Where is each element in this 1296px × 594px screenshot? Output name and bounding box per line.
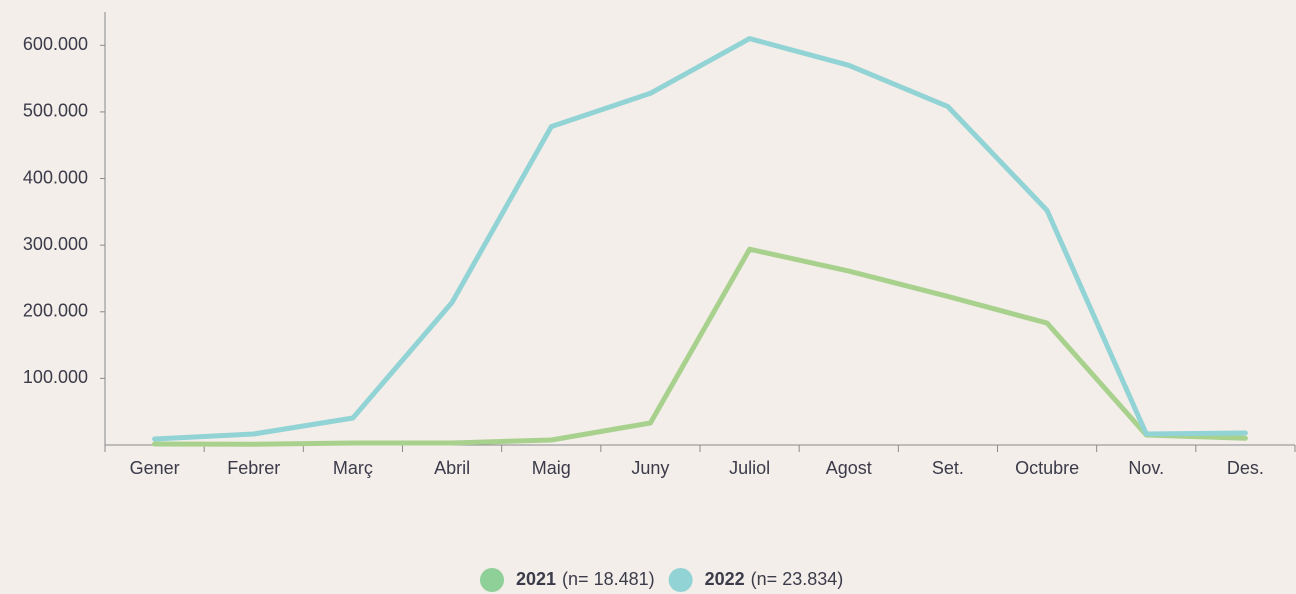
x-tick-label: Octubre — [1015, 458, 1079, 478]
legend-entry: 2021 (n= 18.481) — [516, 569, 655, 589]
x-tick-label: Juny — [631, 458, 669, 478]
x-tick-label: Set. — [932, 458, 964, 478]
x-tick-label: Març — [333, 458, 373, 478]
legend-name: 2021 — [516, 569, 556, 589]
x-tick-label: Des. — [1227, 458, 1264, 478]
x-tick-label: Agost — [826, 458, 872, 478]
legend-note: (n= 23.834) — [751, 569, 844, 589]
x-tick-label: Gener — [130, 458, 180, 478]
x-tick-label: Abril — [434, 458, 470, 478]
y-tick-label: 100.000 — [23, 367, 88, 387]
legend-note: (n= 18.481) — [562, 569, 655, 589]
y-tick-label: 600.000 — [23, 34, 88, 54]
legend-marker — [480, 568, 504, 592]
y-tick-label: 400.000 — [23, 167, 88, 187]
x-tick-label: Juliol — [729, 458, 770, 478]
series-line — [152, 246, 1248, 447]
y-tick-label: 200.000 — [23, 301, 88, 321]
y-tick-label: 500.000 — [23, 101, 88, 121]
x-tick-label: Febrer — [227, 458, 280, 478]
legend: 2021 (n= 18.481) 2022 (n= 23.834) — [480, 568, 843, 592]
legend-name: 2022 — [705, 569, 745, 589]
y-tick-label: 300.000 — [23, 234, 88, 254]
x-tick-label: Nov. — [1128, 458, 1164, 478]
legend-marker — [668, 568, 693, 592]
series-line — [152, 36, 1248, 442]
legend-entry: 2022 (n= 23.834) — [705, 569, 844, 589]
x-tick-label: Maig — [532, 458, 571, 478]
